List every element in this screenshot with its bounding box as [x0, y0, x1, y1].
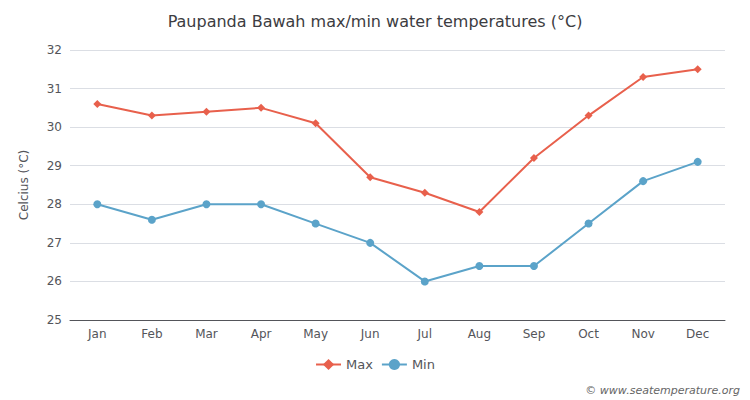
svg-text:Celcius (°C): Celcius (°C)	[17, 150, 31, 220]
svg-text:Oct: Oct	[578, 327, 599, 341]
svg-text:25: 25	[47, 313, 62, 327]
svg-text:Feb: Feb	[141, 327, 162, 341]
svg-text:32: 32	[47, 43, 62, 57]
svg-text:31: 31	[47, 82, 62, 96]
svg-text:Jul: Jul	[417, 327, 432, 341]
svg-text:Mar: Mar	[195, 327, 218, 341]
svg-text:28: 28	[47, 197, 62, 211]
svg-text:29: 29	[47, 159, 62, 173]
svg-text:Jan: Jan	[87, 327, 107, 341]
svg-text:Apr: Apr	[251, 327, 272, 341]
svg-text:Dec: Dec	[686, 327, 709, 341]
svg-text:Max: Max	[346, 357, 373, 372]
svg-text:Paupanda Bawah max/min water t: Paupanda Bawah max/min water temperature…	[168, 12, 583, 31]
svg-text:27: 27	[47, 236, 62, 250]
svg-text:26: 26	[47, 274, 62, 288]
svg-text:© www.seatemperature.org: © www.seatemperature.org	[585, 384, 740, 397]
svg-text:Min: Min	[412, 357, 435, 372]
svg-text:Jun: Jun	[360, 327, 380, 341]
svg-text:Aug: Aug	[468, 327, 491, 341]
svg-text:Nov: Nov	[631, 327, 654, 341]
svg-text:30: 30	[47, 120, 62, 134]
svg-text:May: May	[303, 327, 328, 341]
svg-text:Sep: Sep	[523, 327, 546, 341]
